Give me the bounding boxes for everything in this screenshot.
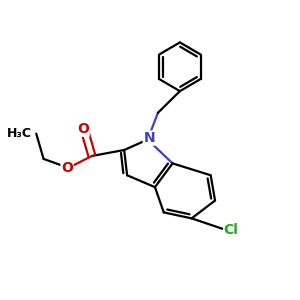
Text: O: O xyxy=(77,122,89,136)
Text: O: O xyxy=(61,161,73,175)
Text: H₃C: H₃C xyxy=(7,127,32,140)
Text: Cl: Cl xyxy=(224,223,239,237)
Text: N: N xyxy=(143,131,155,145)
